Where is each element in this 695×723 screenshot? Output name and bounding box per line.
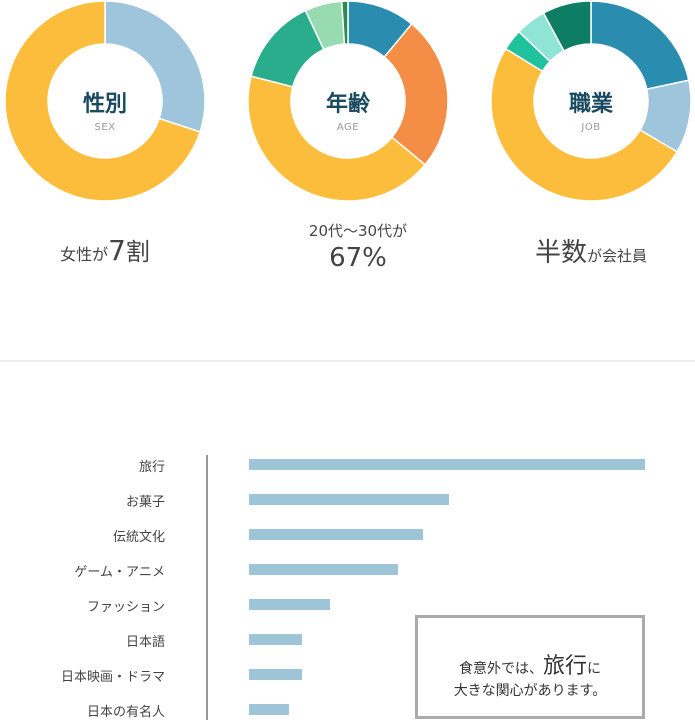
- donut-subtitle: SEX: [94, 122, 116, 133]
- donut-slice: [542, 1, 592, 52]
- bar: [249, 704, 289, 715]
- note-big: 旅行: [542, 654, 587, 679]
- donut-subtitle: JOB: [581, 122, 601, 133]
- caption-highlight: 半数: [534, 238, 587, 268]
- caption-line1: 20代～30代が: [308, 222, 408, 240]
- caption-suffix: 割: [125, 238, 150, 266]
- bar-label: ファッション: [86, 600, 165, 615]
- donut-slice: [340, 1, 349, 45]
- bar-label: 日本語: [125, 635, 165, 650]
- donut-title: 職業: [568, 92, 613, 117]
- note-post: に: [587, 661, 601, 677]
- donut-age-svg: [248, 1, 448, 201]
- caption-line2: 67%: [329, 243, 387, 273]
- bar-label: 旅行: [138, 460, 165, 475]
- caption-suffix: が会社員: [587, 247, 648, 265]
- donut-job-svg: [491, 1, 691, 201]
- donut-title: 性別: [82, 92, 127, 117]
- bar-label: お菓子: [125, 495, 165, 510]
- bar: [249, 494, 449, 505]
- bar: [249, 634, 303, 645]
- caption-job: 半数が会社員: [491, 232, 691, 269]
- donut-slice: [248, 75, 427, 201]
- note-line1: 食意外では、旅行に: [418, 648, 642, 680]
- note-line2: 大きな関心があります。: [453, 683, 607, 699]
- donut-slice: [5, 1, 202, 201]
- bar-label: 日本映画・ドラマ: [60, 670, 165, 685]
- note-box: 食意外では、旅行に 大きな関心があります。: [415, 615, 645, 719]
- bar-label: 伝統文化: [112, 530, 165, 545]
- note-pre: 食意外では、: [458, 661, 543, 677]
- caption-highlight: 7: [108, 234, 126, 267]
- caption-age: 20代～30代が 67%: [248, 220, 468, 273]
- donut-sex: 性別 SEX: [5, 1, 205, 201]
- bar: [249, 669, 303, 680]
- bar-label: 日本の有名人: [86, 705, 165, 720]
- bar: [249, 459, 645, 470]
- donut-job: 職業 JOB: [491, 1, 691, 201]
- bar: [249, 599, 331, 610]
- bar: [249, 529, 424, 540]
- donut-subtitle: AGE: [336, 122, 360, 133]
- caption-prefix: 女性が: [60, 245, 109, 264]
- section-divider: [0, 360, 695, 362]
- caption-sex: 女性が7割: [5, 232, 205, 267]
- bar-axis: [206, 455, 208, 720]
- donut-title: 年齢: [325, 92, 370, 117]
- donut-sex-svg: [5, 1, 205, 201]
- donut-slice: [590, 1, 690, 91]
- bar: [249, 564, 398, 575]
- donut-age: 年齢 AGE: [248, 1, 448, 201]
- donut-slice: [491, 47, 679, 201]
- donut-slice: [104, 1, 205, 133]
- bar-label: ゲーム・アニメ: [74, 565, 165, 580]
